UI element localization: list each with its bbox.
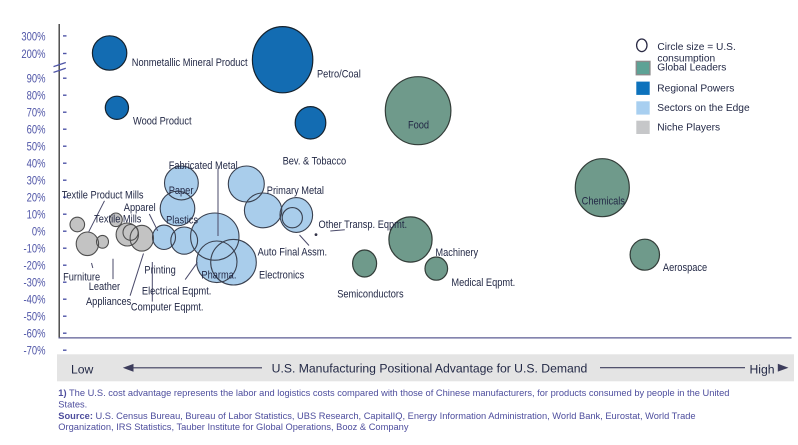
svg-text:70%: 70% (27, 107, 46, 120)
svg-text:80%: 80% (27, 90, 46, 103)
svg-text:Regional Powers: Regional Powers (657, 84, 734, 95)
svg-text:Electrical Eqpmt.: Electrical Eqpmt. (142, 286, 211, 298)
svg-text:Other Transp. Eqpmt.: Other Transp. Eqpmt. (319, 219, 408, 231)
svg-text:Wood Product: Wood Product (133, 116, 192, 128)
svg-text:Medical Eqpmt.: Medical Eqpmt. (451, 277, 515, 289)
svg-text:Appliances: Appliances (86, 296, 131, 308)
svg-text:200%: 200% (21, 48, 45, 61)
svg-text:-60%: -60% (24, 328, 46, 341)
svg-text:Furniture: Furniture (63, 272, 100, 284)
svg-text:Chemicals: Chemicals (582, 196, 625, 208)
svg-text:U.S. Manufacturing Positional: U.S. Manufacturing Positional Advantage … (272, 362, 588, 376)
svg-text:Machinery: Machinery (435, 247, 478, 259)
svg-text:Low: Low (71, 363, 94, 377)
svg-text:consumption: consumption (657, 54, 715, 65)
svg-text:Petro/Coal: Petro/Coal (317, 69, 361, 81)
svg-text:-70%: -70% (24, 345, 46, 358)
svg-text:Aerospace: Aerospace (663, 262, 708, 274)
svg-text:Nonmetallic Mineral Product: Nonmetallic Mineral Product (132, 57, 248, 69)
svg-text:High: High (750, 363, 775, 377)
svg-text:Bev. & Tobacco: Bev. & Tobacco (283, 156, 347, 168)
svg-text:40%: 40% (27, 158, 46, 171)
svg-text:90%: 90% (27, 73, 46, 86)
svg-text:Fabricated Metal: Fabricated Metal (169, 160, 238, 172)
svg-text:0%: 0% (32, 226, 46, 239)
svg-text:-50%: -50% (24, 311, 46, 324)
svg-text:Auto Final Assm.: Auto Final Assm. (258, 247, 327, 259)
svg-text:20%: 20% (27, 192, 46, 205)
svg-text:Niche Players: Niche Players (657, 123, 720, 134)
svg-text:-40%: -40% (24, 294, 46, 307)
svg-text:Primary Metal: Primary Metal (267, 185, 324, 197)
svg-text:Textile Mills: Textile Mills (94, 214, 141, 226)
svg-text:300%: 300% (21, 30, 45, 43)
svg-text:Plastics: Plastics (166, 215, 198, 227)
svg-text:1) The U.S. cost advantage rep: 1) The U.S. cost advantage represents th… (58, 388, 729, 398)
svg-text:-20%: -20% (24, 260, 46, 273)
svg-text:Electronics: Electronics (259, 270, 304, 282)
svg-text:Paper: Paper (169, 185, 194, 197)
svg-text:50%: 50% (27, 141, 46, 154)
svg-text:-30%: -30% (24, 277, 46, 290)
svg-text:Organization, IRS Statistics,: Organization, IRS Statistics, Tauber Ins… (58, 422, 409, 432)
svg-text:Leather: Leather (89, 281, 121, 293)
svg-text:-10%: -10% (24, 243, 46, 256)
svg-text:Textile Product Mills: Textile Product Mills (62, 190, 144, 202)
svg-text:Source: U.S. Census Bureau, Bu: Source: U.S. Census Bureau, Bureau of La… (58, 411, 695, 421)
svg-text:States.: States. (58, 400, 87, 410)
svg-text:Apparel: Apparel (124, 202, 156, 214)
svg-text:Printing: Printing (144, 265, 176, 277)
svg-text:30%: 30% (27, 175, 46, 188)
svg-text:60%: 60% (27, 124, 46, 137)
svg-text:Circle size = U.S.: Circle size = U.S. (657, 42, 735, 53)
svg-text:Computer Eqpmt.: Computer Eqpmt. (131, 302, 204, 314)
svg-text:Pharma.: Pharma. (201, 270, 236, 282)
svg-text:Food: Food (408, 120, 429, 132)
svg-text:10%: 10% (27, 209, 46, 222)
svg-text:Semiconductors: Semiconductors (337, 289, 403, 301)
svg-text:Sectors on the Edge: Sectors on the Edge (657, 103, 750, 114)
svg-text:Global Leaders: Global Leaders (657, 63, 726, 74)
